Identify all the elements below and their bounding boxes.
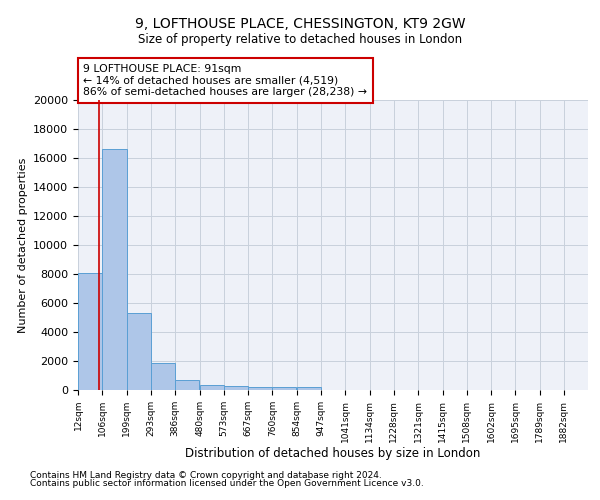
Text: Contains HM Land Registry data © Crown copyright and database right 2024.: Contains HM Land Registry data © Crown c…: [30, 471, 382, 480]
Bar: [175, 380, 199, 390]
Text: 9, LOFTHOUSE PLACE, CHESSINGTON, KT9 2GW: 9, LOFTHOUSE PLACE, CHESSINGTON, KT9 2GW: [134, 18, 466, 32]
Text: 9 LOFTHOUSE PLACE: 91sqm
← 14% of detached houses are smaller (4,519)
86% of sem: 9 LOFTHOUSE PLACE: 91sqm ← 14% of detach…: [83, 64, 367, 97]
Text: Size of property relative to detached houses in London: Size of property relative to detached ho…: [138, 32, 462, 46]
X-axis label: Distribution of detached houses by size in London: Distribution of detached houses by size …: [185, 448, 481, 460]
Bar: [272, 387, 296, 390]
Bar: [103, 150, 127, 390]
Bar: [127, 313, 151, 390]
Bar: [151, 363, 175, 390]
Bar: [200, 384, 224, 390]
Bar: [297, 388, 321, 390]
Bar: [248, 386, 272, 390]
Bar: [224, 386, 248, 390]
Bar: [78, 272, 102, 390]
Y-axis label: Number of detached properties: Number of detached properties: [17, 158, 28, 332]
Text: Contains public sector information licensed under the Open Government Licence v3: Contains public sector information licen…: [30, 478, 424, 488]
